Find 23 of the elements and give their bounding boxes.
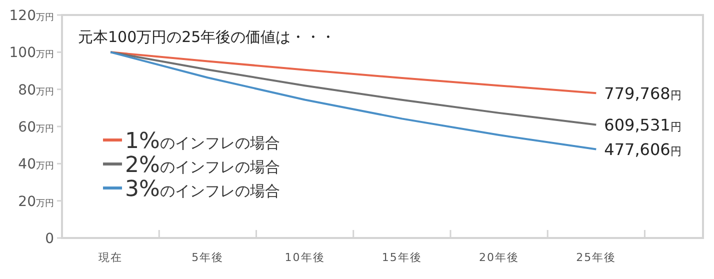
line-series	[110, 51, 598, 94]
y-tick-label: 20万円	[18, 194, 54, 210]
annotation: 609,531円	[604, 116, 682, 135]
x-tick-label: 25年後	[576, 251, 616, 264]
y-tick-label: 120万円	[9, 8, 54, 24]
text: 元本100万円の25年後の価値は・・・	[78, 28, 336, 46]
annotation: 477,606円	[604, 140, 682, 160]
x-tick-label: 15年後	[382, 251, 422, 264]
line-series	[110, 51, 598, 126]
x-tick-label: 10年後	[284, 251, 325, 264]
legend-label: 3%のインフレの場合	[125, 177, 280, 202]
annotation: 779,768円	[604, 84, 682, 104]
y-tick-label: 100万円	[9, 45, 54, 62]
y-tick-label: 0	[45, 231, 54, 247]
x-tick-label: 現在	[98, 251, 123, 264]
line-series	[110, 51, 598, 150]
x-tick-label: 20年後	[479, 251, 520, 264]
legend-label: 1%のインフレの場合	[125, 129, 280, 154]
y-tick-label: 80万円	[18, 82, 54, 98]
y-tick-label: 40万円	[18, 156, 54, 173]
legend-label: 2%のインフレの場合	[125, 153, 280, 178]
x-tick-label: 5年後	[192, 251, 224, 264]
y-tick-label: 60万円	[18, 120, 54, 136]
